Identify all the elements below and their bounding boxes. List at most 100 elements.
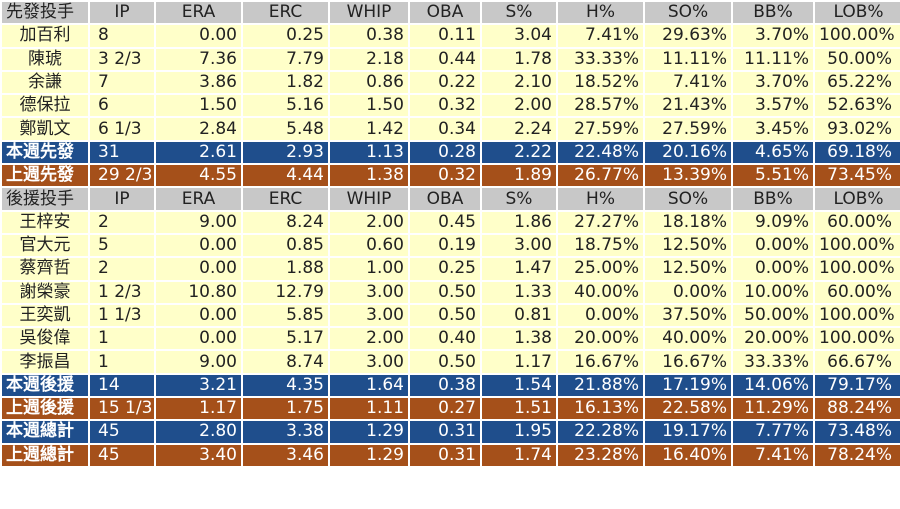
erc-cell: 8.74 — [243, 351, 328, 373]
lob-cell: 66.67% — [815, 351, 900, 373]
lob-cell: 100.00% — [815, 328, 900, 350]
ip-cell: 7 — [90, 71, 154, 94]
s-cell: 1.51 — [482, 398, 556, 420]
starters-this-week-row: 本週先發 31 2.61 2.93 1.13 0.28 2.22 22.48% 20.16% 4.… — [2, 141, 900, 164]
erc-cell: 3.46 — [243, 444, 328, 466]
erc-cell: 2.93 — [243, 141, 328, 164]
s-cell: 1.95 — [482, 421, 556, 443]
era-cell: 0.00 — [156, 25, 241, 47]
pitcher-name: 王梓安 — [2, 211, 88, 233]
column-header-erc: ERC — [243, 2, 328, 24]
pitcher-name: 加百利 — [2, 25, 88, 47]
so-cell: 18.18% — [645, 211, 731, 233]
s-cell: 1.78 — [482, 48, 556, 70]
s-cell: 1.54 — [482, 374, 556, 397]
era-cell: 3.40 — [156, 444, 241, 466]
whip-cell: 1.29 — [330, 444, 408, 466]
h-cell: 18.52% — [558, 71, 643, 94]
starter-row: 鄭凱文 6 1/3 2.84 5.48 1.42 0.34 2.24 27.59% 27.59%… — [2, 118, 900, 140]
so-cell: 16.67% — [645, 351, 731, 373]
pitcher-name: 陳琥 — [2, 48, 88, 70]
so-cell: 29.63% — [645, 25, 731, 47]
bb-cell: 9.09% — [733, 211, 813, 233]
lob-cell: 50.00% — [815, 48, 900, 70]
starter-row: 加百利 8 0.00 0.25 0.38 0.11 3.04 7.41% 29.63% 3.70%… — [2, 25, 900, 47]
lob-cell: 73.48% — [815, 421, 900, 443]
lob-cell: 60.00% — [815, 211, 900, 233]
ip-cell: 1 — [90, 328, 154, 350]
era-cell: 1.50 — [156, 95, 241, 117]
whip-cell: 2.18 — [330, 48, 408, 70]
h-cell: 26.77% — [558, 165, 643, 187]
bb-cell: 3.70% — [733, 71, 813, 94]
whip-cell: 1.50 — [330, 95, 408, 117]
so-cell: 20.16% — [645, 141, 731, 164]
pitcher-name: 李振昌 — [2, 351, 88, 373]
bb-cell: 0.00% — [733, 234, 813, 257]
column-header-bb: BB% — [733, 2, 813, 24]
erc-cell: 5.17 — [243, 328, 328, 350]
column-header-so: SO% — [645, 188, 731, 210]
oba-cell: 0.50 — [410, 304, 480, 327]
bb-cell: 0.00% — [733, 258, 813, 280]
pitcher-name: 鄭凱文 — [2, 118, 88, 140]
erc-cell: 4.35 — [243, 374, 328, 397]
so-cell: 21.43% — [645, 95, 731, 117]
h-cell: 23.28% — [558, 444, 643, 466]
total-this-week-row: 本週總計 45 2.80 3.38 1.29 0.31 1.95 22.28% 19.17% 7.… — [2, 421, 900, 443]
whip-cell: 1.38 — [330, 165, 408, 187]
erc-cell: 0.25 — [243, 25, 328, 47]
erc-cell: 1.75 — [243, 398, 328, 420]
era-cell: 0.00 — [156, 258, 241, 280]
era-cell: 9.00 — [156, 351, 241, 373]
pitcher-name: 本週後援 — [2, 374, 88, 397]
era-cell: 1.17 — [156, 398, 241, 420]
lob-cell: 69.18% — [815, 141, 900, 164]
so-cell: 13.39% — [645, 165, 731, 187]
h-cell: 18.75% — [558, 234, 643, 257]
s-cell: 2.22 — [482, 141, 556, 164]
ip-cell: 6 1/3 — [90, 118, 154, 140]
h-cell: 25.00% — [558, 258, 643, 280]
bb-cell: 7.41% — [733, 444, 813, 466]
bb-cell: 4.65% — [733, 141, 813, 164]
whip-cell: 3.00 — [330, 351, 408, 373]
whip-cell: 2.00 — [330, 328, 408, 350]
h-cell: 27.27% — [558, 211, 643, 233]
erc-cell: 4.44 — [243, 165, 328, 187]
column-header-lob: LOB% — [815, 188, 900, 210]
starter-row: 德保拉 6 1.50 5.16 1.50 0.32 2.00 28.57% 21.43% 3.57… — [2, 95, 900, 117]
total-last-week-row: 上週總計 45 3.40 3.46 1.29 0.31 1.74 23.28% 16.40% 7.… — [2, 444, 900, 466]
reliever-row: 謝榮豪 1 2/3 10.80 12.79 3.00 0.50 1.33 40.00% 0.00… — [2, 281, 900, 303]
pitching-stats-table: 先發投手 IP ERA ERC WHIP OBA S% H% SO% BB% LOB% 加百利 8 0.0… — [0, 0, 900, 468]
era-cell: 2.80 — [156, 421, 241, 443]
ip-cell: 2 — [90, 211, 154, 233]
era-cell: 0.00 — [156, 234, 241, 257]
erc-cell: 0.85 — [243, 234, 328, 257]
whip-cell: 0.38 — [330, 25, 408, 47]
whip-cell: 0.60 — [330, 234, 408, 257]
era-cell: 0.00 — [156, 328, 241, 350]
erc-cell: 7.79 — [243, 48, 328, 70]
bb-cell: 50.00% — [733, 304, 813, 327]
reliever-row: 蔡齊哲 2 0.00 1.88 1.00 0.25 1.47 25.00% 12.50% 0.00… — [2, 258, 900, 280]
lob-cell: 100.00% — [815, 234, 900, 257]
column-header-era: ERA — [156, 2, 241, 24]
column-header-erc: ERC — [243, 188, 328, 210]
era-cell: 3.86 — [156, 71, 241, 94]
s-cell: 0.81 — [482, 304, 556, 327]
erc-cell: 5.48 — [243, 118, 328, 140]
lob-cell: 65.22% — [815, 71, 900, 94]
reliever-row: 王梓安 2 9.00 8.24 2.00 0.45 1.86 27.27% 18.18% 9.09… — [2, 211, 900, 233]
h-cell: 0.00% — [558, 304, 643, 327]
pitcher-name: 上週總計 — [2, 444, 88, 466]
ip-cell: 6 — [90, 95, 154, 117]
so-cell: 0.00% — [645, 281, 731, 303]
h-cell: 40.00% — [558, 281, 643, 303]
so-cell: 12.50% — [645, 258, 731, 280]
lob-cell: 93.02% — [815, 118, 900, 140]
lob-cell: 100.00% — [815, 25, 900, 47]
whip-cell: 1.64 — [330, 374, 408, 397]
h-cell: 27.59% — [558, 118, 643, 140]
section-title: 先發投手 — [2, 2, 88, 24]
